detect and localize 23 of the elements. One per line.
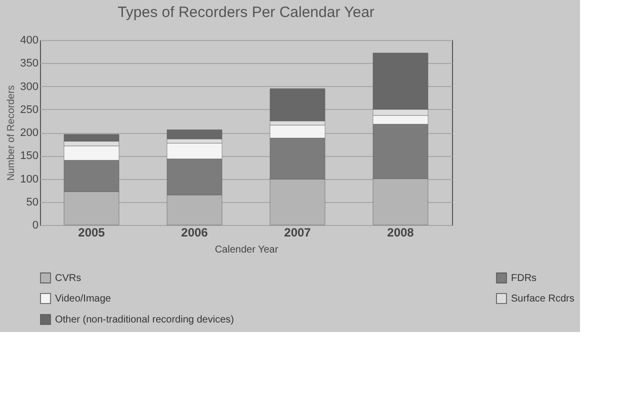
y-axis-title: Number of Recorders (6, 85, 18, 181)
x-tick-label: 2005 (78, 226, 106, 240)
y-tick-label: 50 (26, 196, 38, 208)
bar (166, 130, 222, 140)
x-axis-title: Calender Year (214, 244, 279, 256)
y-tick-label: 300 (20, 80, 38, 93)
y-tick-label: 350 (20, 58, 38, 70)
y-tick-label: 0 (32, 220, 38, 232)
x-tick-label: 2007 (284, 226, 312, 240)
y-tick-label: 100 (20, 173, 38, 186)
y-tick-label: 150 (20, 150, 38, 162)
chart-title: Types of Recorders Per Calendar Year (118, 4, 374, 21)
bar (270, 88, 326, 122)
legend-label: Video/Image (55, 294, 112, 304)
legend-label: Surface Rcdrs (511, 294, 574, 304)
x-tick-label: 2008 (387, 226, 414, 240)
legend-label: Other (non-traditional recording devices) (55, 314, 234, 326)
legend-label: CVRs (55, 272, 82, 284)
y-tick-label: 200 (20, 127, 38, 139)
x-tick-label: 2006 (181, 226, 208, 240)
y-tick-label: 250 (20, 104, 38, 116)
legend-label: FDRs (511, 272, 537, 284)
y-tick-label: 400 (20, 34, 38, 46)
